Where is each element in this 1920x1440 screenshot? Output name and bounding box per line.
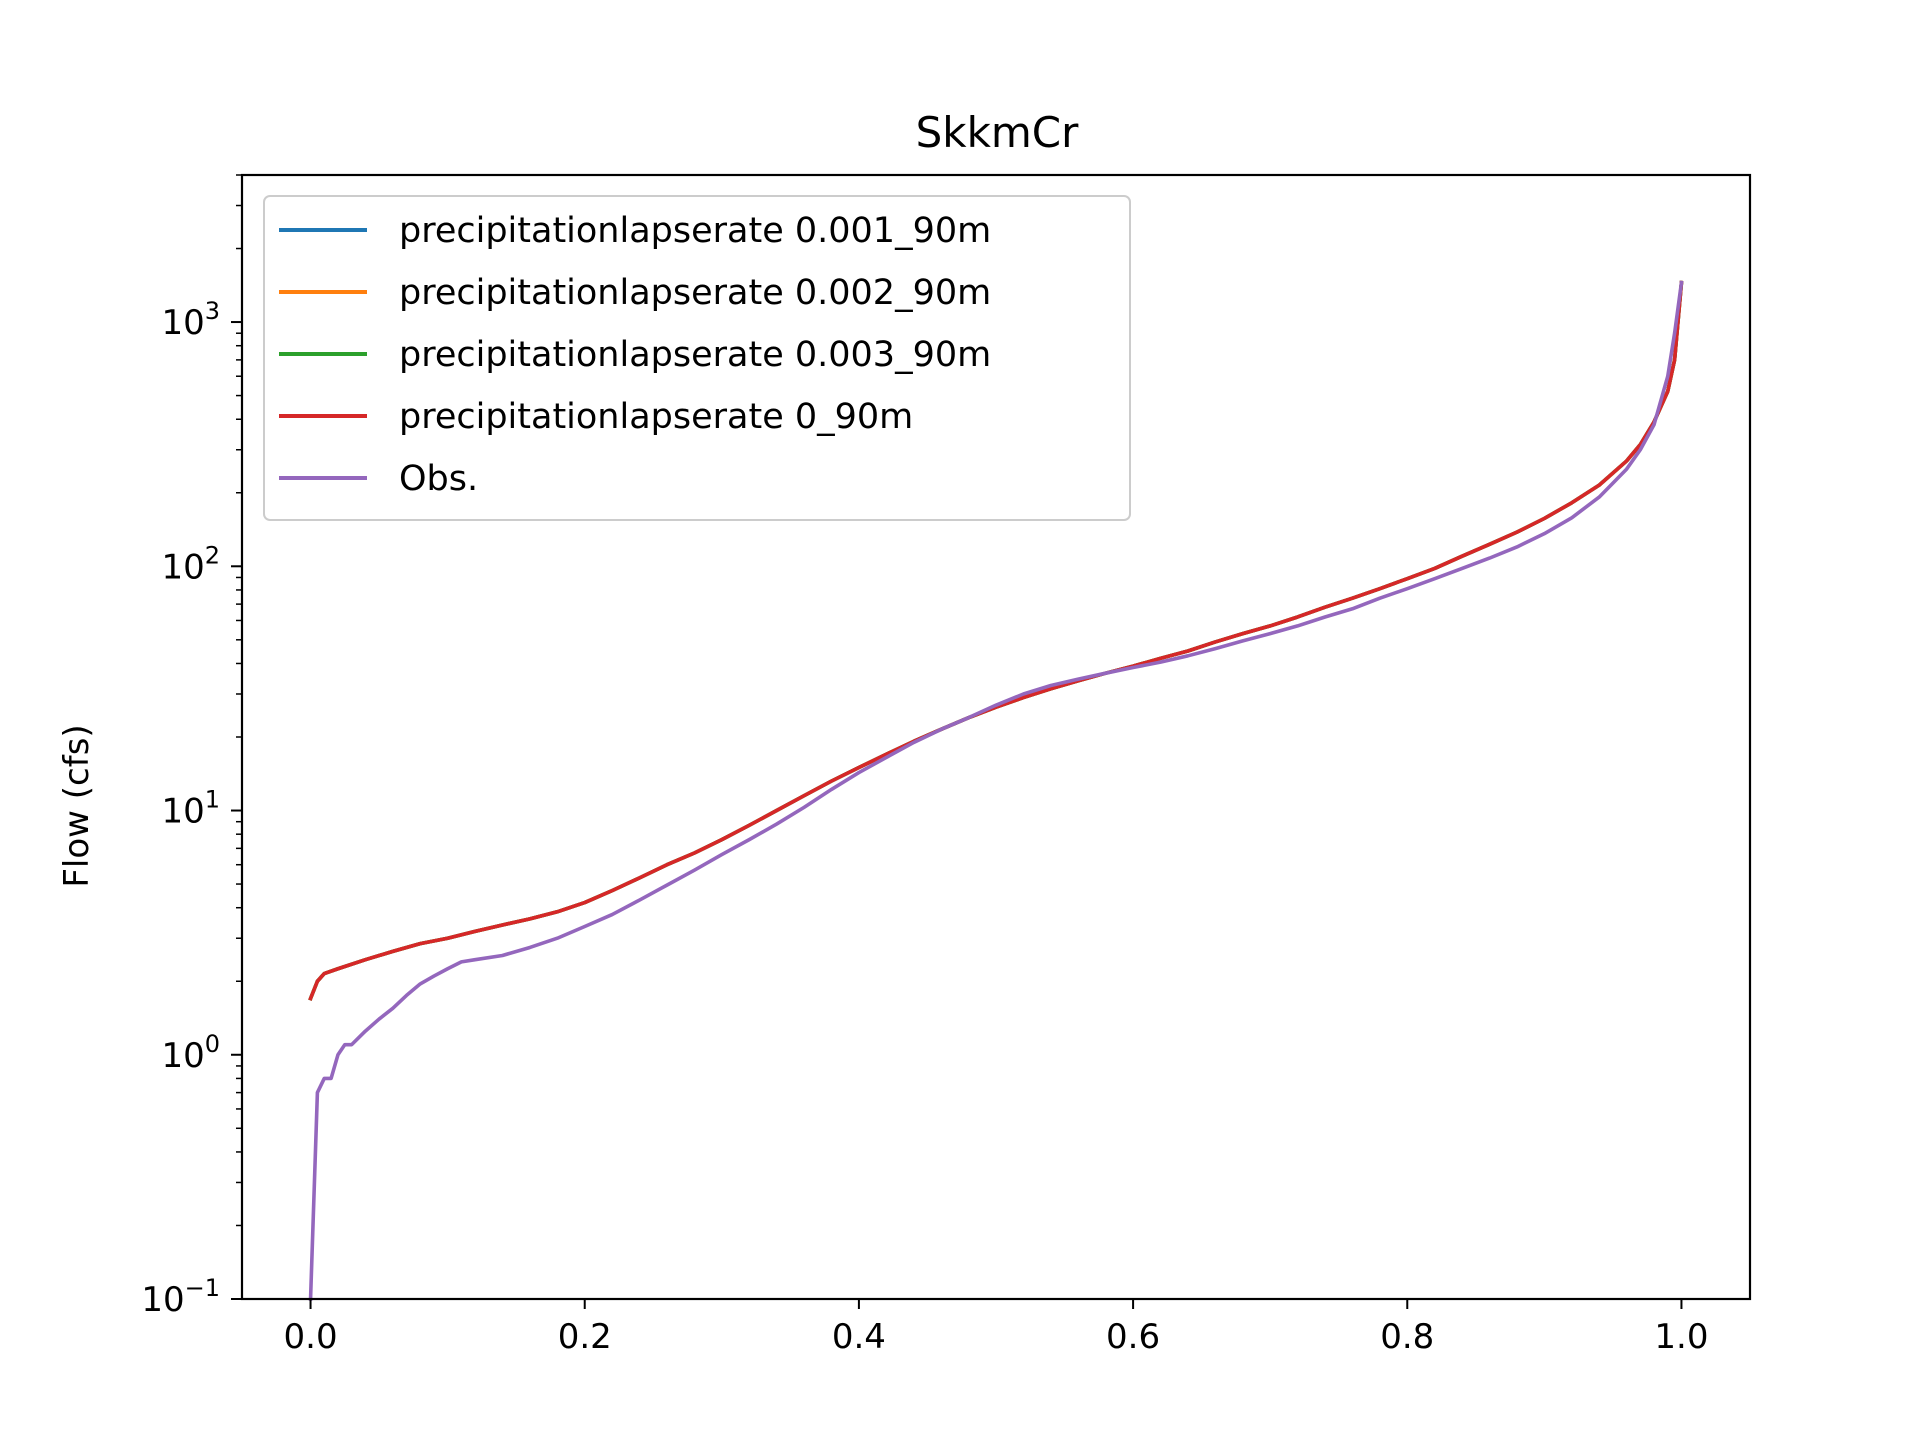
x-tick-label: 0.2	[558, 1317, 612, 1357]
y-tick-label: 100	[161, 1030, 220, 1076]
x-tick-label: 0.8	[1380, 1317, 1434, 1357]
x-tick-label: 0.6	[1106, 1317, 1160, 1357]
y-axis-label: Flow (cfs)	[57, 724, 97, 887]
y-tick-label: 101	[161, 786, 220, 832]
legend-label-0: precipitationlapserate 0.001_90m	[399, 211, 991, 251]
legend-label-3: precipitationlapserate 0_90m	[399, 397, 913, 437]
x-tick-label: 0.0	[284, 1317, 338, 1357]
y-tick-label: 102	[161, 541, 220, 587]
series-line-4	[308, 280, 1684, 1301]
legend: precipitationlapserate 0.001_90m precipit…	[263, 195, 1131, 521]
legend-label-1: precipitationlapserate 0.002_90m	[399, 273, 991, 313]
plot-series-group	[308, 280, 1684, 1301]
y-tick-label: 103	[161, 297, 220, 343]
series-line-3	[308, 280, 1684, 1001]
x-tick-label: 0.4	[832, 1317, 886, 1357]
legend-box	[263, 195, 1131, 521]
legend-label-4: Obs.	[399, 459, 478, 499]
x-tick-label: 1.0	[1654, 1317, 1708, 1357]
chart-title: SkkmCr	[916, 108, 1080, 157]
axes-frame	[240, 173, 1752, 1301]
axes-ticks-group: 0.0 0.2 0.4 0.6 0.8 1.0 10−1 100 101 102 103	[141, 174, 1708, 1357]
legend-label-2: precipitationlapserate 0.003_90m	[399, 335, 991, 375]
y-tick-label: 10−1	[141, 1274, 220, 1320]
